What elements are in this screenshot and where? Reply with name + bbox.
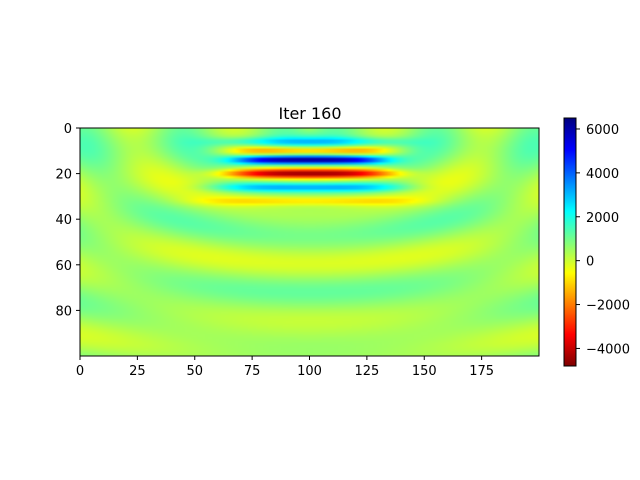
x-tick-label: 125 <box>354 364 379 379</box>
x-tick-label: 100 <box>297 364 322 379</box>
y-tick-label: 60 <box>55 259 72 274</box>
colorbar-tick-label: −2000 <box>586 299 630 314</box>
y-tick-label: 40 <box>55 213 72 228</box>
colorbar: −4000 −2000 0 2000 4000 6000 <box>563 117 630 367</box>
x-tick-label: 75 <box>244 364 261 379</box>
y-tick-label: 0 <box>64 122 72 137</box>
colorbar-tick-label: −4000 <box>586 342 630 357</box>
plot-area <box>79 127 540 357</box>
colorbar-tick-label: 4000 <box>586 167 619 182</box>
heatmap-image <box>80 128 539 356</box>
x-tick-label: 50 <box>186 364 203 379</box>
colorbar-tick-label: 0 <box>586 255 594 270</box>
x-tick-label: 150 <box>412 364 437 379</box>
colorbar-ticks: −4000 −2000 0 2000 4000 6000 <box>576 123 630 357</box>
y-axis: 0 20 40 60 80 <box>55 122 80 319</box>
colorbar-frame <box>563 117 577 367</box>
x-tick-label: 25 <box>129 364 146 379</box>
y-tick-label: 20 <box>55 168 72 183</box>
x-axis: 0 25 50 75 100 125 150 175 <box>76 356 494 379</box>
colorbar-tick-label: 6000 <box>586 123 619 138</box>
chart-title: Iter 160 <box>278 104 341 123</box>
colorbar-tick-label: 2000 <box>586 211 619 226</box>
colorbar-gradient <box>564 118 576 366</box>
x-tick-label: 175 <box>469 364 494 379</box>
y-tick-label: 80 <box>55 304 72 319</box>
x-tick-label: 0 <box>76 364 84 379</box>
